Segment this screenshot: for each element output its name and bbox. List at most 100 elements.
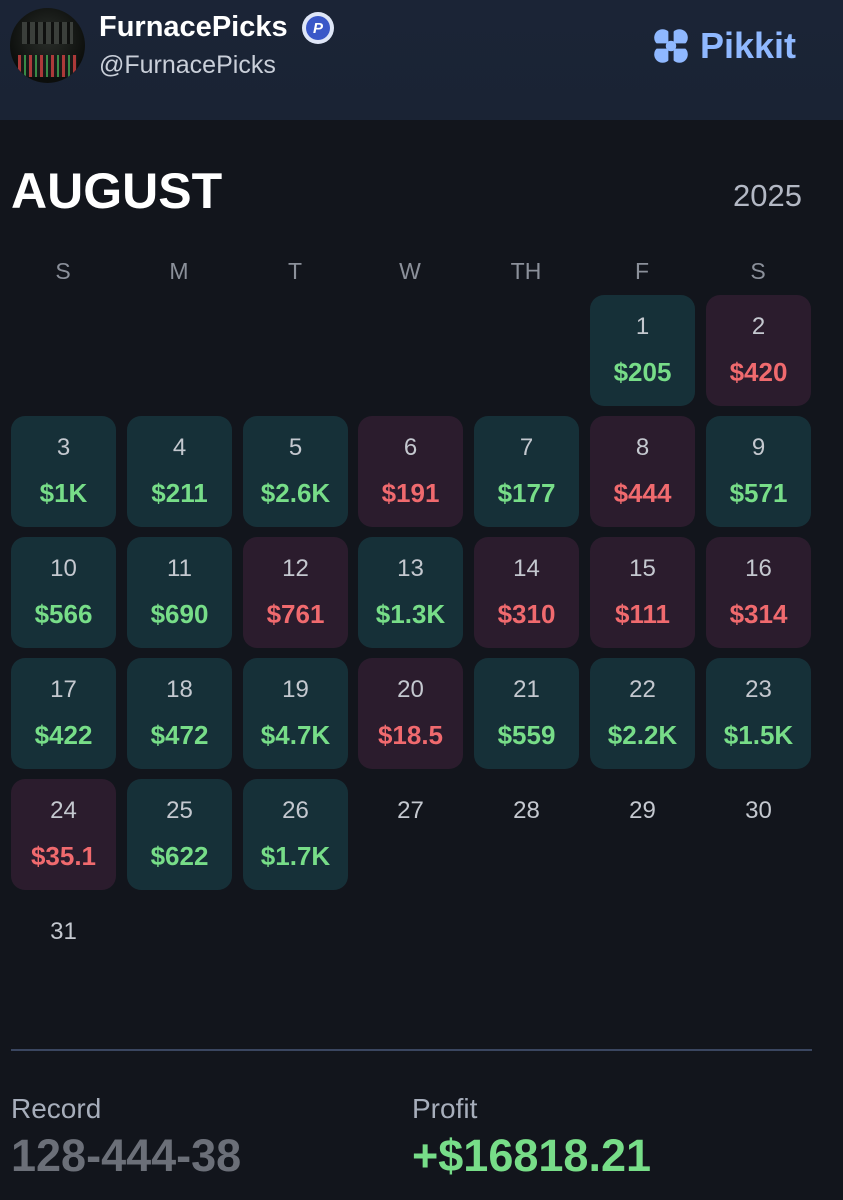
day-amount: $1.5K — [723, 720, 794, 750]
day-number: 8 — [635, 434, 650, 461]
day-number: 29 — [629, 797, 656, 824]
day-cell-17[interactable]: 17 $422 — [11, 658, 116, 769]
day-cell-10[interactable]: 10 $566 — [11, 537, 116, 648]
day-amount: $4.7K — [260, 720, 331, 750]
profile-header: FurnacePicks P @FurnacePicks Pikkit — [0, 0, 843, 120]
day-amount: $2.6K — [260, 478, 331, 508]
day-amount: $422 — [34, 720, 93, 750]
record-value: 128-444-38 — [11, 1130, 242, 1181]
day-cell-22[interactable]: 22 $2.2K — [590, 658, 695, 769]
brand-logo[interactable]: Pikkit — [650, 24, 796, 68]
day-cell-9[interactable]: 9 $571 — [706, 416, 811, 527]
verified-badge-icon: P — [302, 12, 334, 44]
day-number: 23 — [745, 676, 772, 703]
day-cell-2[interactable]: 2 $420 — [706, 295, 811, 406]
user-name[interactable]: FurnacePicks — [99, 11, 288, 43]
clover-icon — [654, 29, 688, 63]
day-number: 27 — [397, 797, 424, 824]
day-number: 22 — [629, 676, 656, 703]
day-amount: $566 — [34, 599, 93, 629]
weekday-label: S — [55, 258, 71, 284]
day-number: 6 — [403, 434, 418, 461]
day-number: 20 — [397, 676, 424, 703]
day-amount: $310 — [497, 599, 556, 629]
day-amount: $314 — [729, 599, 788, 629]
day-cell-23[interactable]: 23 $1.5K — [706, 658, 811, 769]
day-number: 5 — [288, 434, 303, 461]
day-number: 4 — [172, 434, 187, 461]
day-cell-6[interactable]: 6 $191 — [358, 416, 463, 527]
weekday-label: F — [634, 258, 650, 284]
day-number: 31 — [50, 918, 77, 945]
day-cell-26[interactable]: 26 $1.7K — [243, 779, 348, 890]
brand-name: Pikkit — [700, 25, 797, 66]
day-cell-15[interactable]: 15 $111 — [590, 537, 695, 648]
day-cell-21[interactable]: 21 $559 — [474, 658, 579, 769]
day-amount: $35.1 — [30, 841, 97, 871]
day-number: 2 — [751, 313, 766, 340]
day-cell-31[interactable]: 31 — [11, 900, 116, 1011]
day-amount: $2.2K — [607, 720, 678, 750]
day-amount: $1.3K — [375, 599, 446, 629]
day-number: 24 — [50, 797, 77, 824]
day-amount: $211 — [151, 478, 208, 508]
day-number: 11 — [167, 555, 192, 582]
day-amount: $571 — [729, 478, 788, 508]
day-cell-30[interactable]: 30 — [706, 779, 811, 890]
day-number: 26 — [282, 797, 309, 824]
day-cell-20[interactable]: 20 $18.5 — [358, 658, 463, 769]
day-number: 13 — [397, 555, 424, 582]
day-number: 1 — [635, 313, 650, 340]
day-number: 17 — [50, 676, 77, 703]
day-cell-5[interactable]: 5 $2.6K — [243, 416, 348, 527]
day-amount: $761 — [266, 599, 325, 629]
day-cell-19[interactable]: 19 $4.7K — [243, 658, 348, 769]
day-cell-7[interactable]: 7 $177 — [474, 416, 579, 527]
day-number: 21 — [513, 676, 540, 703]
day-number: 15 — [629, 555, 656, 582]
day-cell-1[interactable]: 1 $205 — [590, 295, 695, 406]
month-title: AUGUST — [11, 163, 223, 219]
day-number: 12 — [282, 555, 309, 582]
day-cell-8[interactable]: 8 $444 — [590, 416, 695, 527]
weekday-label: W — [399, 258, 421, 284]
day-amount: $111 — [615, 599, 670, 629]
day-number: 28 — [513, 797, 540, 824]
record-label: Record — [11, 1093, 102, 1124]
day-number: 14 — [513, 555, 540, 582]
weekday-label: T — [287, 258, 303, 284]
day-cell-3[interactable]: 3 $1K — [11, 416, 116, 527]
avatar[interactable] — [10, 8, 85, 83]
day-cell-24[interactable]: 24 $35.1 — [11, 779, 116, 890]
day-number: 25 — [166, 797, 193, 824]
day-amount: $191 — [381, 478, 440, 508]
day-amount: $420 — [729, 357, 788, 387]
day-amount: $18.5 — [377, 720, 444, 750]
day-amount: $690 — [150, 599, 209, 629]
day-cell-11[interactable]: 11 $690 — [127, 537, 232, 648]
day-cell-29[interactable]: 29 — [590, 779, 695, 890]
profit-label: Profit — [412, 1093, 478, 1124]
day-cell-27[interactable]: 27 — [358, 779, 463, 890]
year-label: 2025 — [733, 178, 802, 213]
divider — [11, 1049, 812, 1051]
day-cell-4[interactable]: 4 $211 — [127, 416, 232, 527]
day-cell-14[interactable]: 14 $310 — [474, 537, 579, 648]
day-cell-28[interactable]: 28 — [474, 779, 579, 890]
day-cell-13[interactable]: 13 $1.3K — [358, 537, 463, 648]
day-cell-12[interactable]: 12 $761 — [243, 537, 348, 648]
weekday-label: TH — [510, 258, 542, 284]
day-cell-16[interactable]: 16 $314 — [706, 537, 811, 648]
day-amount: $444 — [613, 478, 672, 508]
day-amount: $622 — [150, 841, 209, 871]
day-number: 10 — [50, 555, 77, 582]
weekday-label: S — [750, 258, 766, 284]
day-amount: $205 — [613, 357, 672, 387]
day-amount: $177 — [497, 478, 556, 508]
day-number: 30 — [745, 797, 772, 824]
day-cell-18[interactable]: 18 $472 — [127, 658, 232, 769]
day-number: 16 — [745, 555, 772, 582]
day-cell-25[interactable]: 25 $622 — [127, 779, 232, 890]
user-handle[interactable]: @FurnacePicks — [99, 51, 276, 79]
weekday-label: M — [169, 258, 189, 284]
